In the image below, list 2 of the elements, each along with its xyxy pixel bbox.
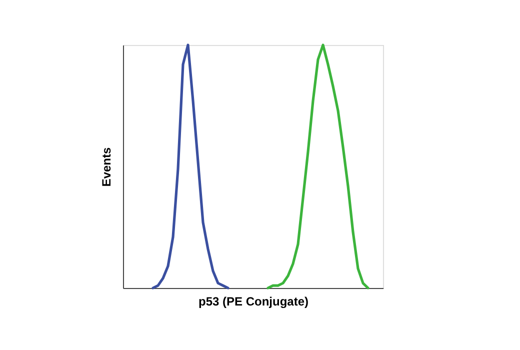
x-axis-title: p53 (PE Conjugate) xyxy=(198,294,309,308)
y-axis-title: Events xyxy=(100,147,114,187)
